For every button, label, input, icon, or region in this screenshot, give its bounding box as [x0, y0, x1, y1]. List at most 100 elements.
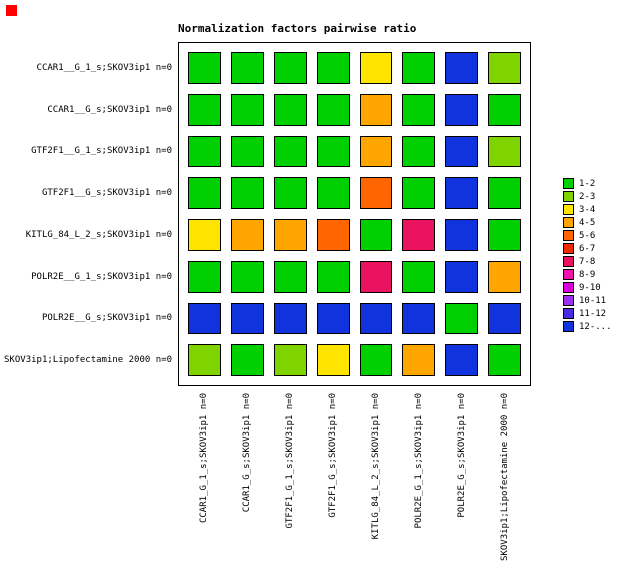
heatmap-cell: [273, 260, 307, 293]
legend-item: 6-7: [563, 243, 612, 254]
heatmap-cell: [273, 302, 307, 335]
heatmap-cell: [488, 93, 521, 126]
heatmap-cell: [230, 302, 264, 335]
heatmap-cell: [188, 219, 221, 251]
legend-label: 2-3: [579, 191, 596, 202]
col-label-cell: CCAR1_G_1_s;SKOV3ip1 n=0: [188, 393, 221, 558]
heatmap-cell: [445, 93, 479, 126]
heatmap-cell: [273, 219, 307, 251]
legend-label: 10-11: [579, 295, 607, 306]
col-label: GTF2F1_G_s;SKOV3ip1 n=0: [328, 393, 339, 518]
heatmap-cell: [359, 93, 393, 126]
row-label: CCAR1__G_s;SKOV3ip1 n=0: [47, 104, 172, 115]
col-label: POLR2E_G_s;SKOV3ip1 n=0: [456, 393, 467, 518]
heatmap-cell: [273, 93, 307, 126]
legend-label: 4-5: [579, 217, 596, 228]
heatmap-cell: [230, 344, 264, 376]
heatmap-cell: [359, 219, 393, 251]
legend-label: 9-10: [579, 282, 601, 293]
heatmap-cell: [445, 219, 479, 251]
heatmap-cell: [188, 302, 221, 335]
heatmap-cell: [359, 260, 393, 293]
heatmap-cell: [445, 135, 479, 168]
legend-item: 12-...: [563, 321, 612, 332]
legend-item: 10-11: [563, 295, 612, 306]
heatmap-cell: [230, 219, 264, 251]
heatmap-cell: [188, 177, 221, 209]
legend-swatch: [563, 308, 574, 319]
col-labels: CCAR1_G_1_s;SKOV3ip1 n=0 CCAR1_G_s;SKOV3i…: [188, 393, 521, 561]
heatmap-cell: [273, 344, 307, 376]
legend-item: 8-9: [563, 269, 612, 280]
col-label-cell: CCAR1_G_s;SKOV3ip1 n=0: [231, 393, 264, 558]
legend-swatch: [563, 217, 574, 228]
row-label: CCAR1__G_1_s;SKOV3ip1 n=0: [36, 62, 172, 73]
heatmap-cell: [488, 260, 521, 293]
heatmap-cell: [230, 52, 264, 84]
heatmap-cell: [402, 302, 436, 335]
legend-item: 2-3: [563, 191, 612, 202]
legend-swatch: [563, 204, 574, 215]
row-label: SKOV3ip1;Lipofectamine 2000 n=0: [4, 355, 172, 366]
plot-area: [178, 42, 531, 386]
col-label-cell: POLR2E_G_s;SKOV3ip1 n=0: [445, 393, 478, 558]
col-label-cell: KITLG_84_L_2_s;SKOV3ip1 n=0: [360, 393, 393, 558]
heatmap-cell: [316, 135, 350, 168]
heatmap-cell: [230, 260, 264, 293]
row-label: POLR2E__G_1_s;SKOV3ip1 n=0: [31, 271, 172, 282]
col-label-cell: GTF2F1_G_s;SKOV3ip1 n=0: [317, 393, 350, 558]
heatmap-cell: [402, 344, 436, 376]
heatmap-cell: [359, 52, 393, 84]
legend-label: 3-4: [579, 204, 596, 215]
heatmap-cell: [445, 52, 479, 84]
heatmap-cell: [445, 344, 479, 376]
heatmap-cell: [316, 52, 350, 84]
heatmap-cell: [402, 93, 436, 126]
legend-label: 8-9: [579, 269, 596, 280]
heatmap-cell: [488, 135, 521, 168]
legend-item: 3-4: [563, 204, 612, 215]
row-label: POLR2E__G_s;SKOV3ip1 n=0: [41, 313, 172, 324]
row-label: GTF2F1__G_1_s;SKOV3ip1 n=0: [31, 146, 172, 157]
heatmap-cell: [402, 135, 436, 168]
heatmap-cell: [273, 52, 307, 84]
heatmap-cell: [188, 52, 221, 84]
legend-item: 9-10: [563, 282, 612, 293]
col-label: POLR2E_G_1_s;SKOV3ip1 n=0: [413, 393, 424, 529]
heatmap-cell: [359, 302, 393, 335]
legend-swatch: [563, 282, 574, 293]
legend-swatch: [563, 256, 574, 267]
heatmap-cell: [188, 260, 221, 293]
heatmap-cell: [359, 344, 393, 376]
legend-item: 7-8: [563, 256, 612, 267]
col-label-cell: POLR2E_G_1_s;SKOV3ip1 n=0: [402, 393, 435, 558]
heatmap-cell: [188, 344, 221, 376]
heatmap-cell: [273, 135, 307, 168]
legend-swatch: [563, 295, 574, 306]
heatmap-cell: [316, 219, 350, 251]
col-label: CCAR1_G_1_s;SKOV3ip1 n=0: [199, 393, 210, 524]
heatmap-cell: [230, 177, 264, 209]
heatmap-cell: [445, 177, 479, 209]
heatmap-cell: [488, 302, 521, 335]
red-corner-marker: [6, 5, 17, 16]
legend-item: 4-5: [563, 217, 612, 228]
legend-swatch: [563, 321, 574, 332]
heatmap-cell: [488, 344, 521, 376]
heatmap-cell: [230, 135, 264, 168]
heatmap-cell: [402, 177, 436, 209]
chart-title: Normalization factors pairwise ratio: [178, 22, 417, 35]
legend-label: 11-12: [579, 308, 607, 319]
heatmap-cell: [273, 177, 307, 209]
legend-item: 5-6: [563, 230, 612, 241]
heatmap-cell: [488, 177, 521, 209]
heatmap-cell: [359, 177, 393, 209]
legend-item: 1-2: [563, 178, 612, 189]
row-labels: CCAR1__G_1_s;SKOV3ip1 n=0 CCAR1__G_s;SKOV…: [0, 52, 172, 376]
legend-swatch: [563, 243, 574, 254]
legend-label: 5-6: [579, 230, 596, 241]
legend-swatch: [563, 191, 574, 202]
legend-label: 6-7: [579, 243, 596, 254]
heatmap-cell: [230, 93, 264, 126]
col-label-cell: SKOV3ip1;Lipofectamine 2000 n=0: [488, 393, 521, 561]
